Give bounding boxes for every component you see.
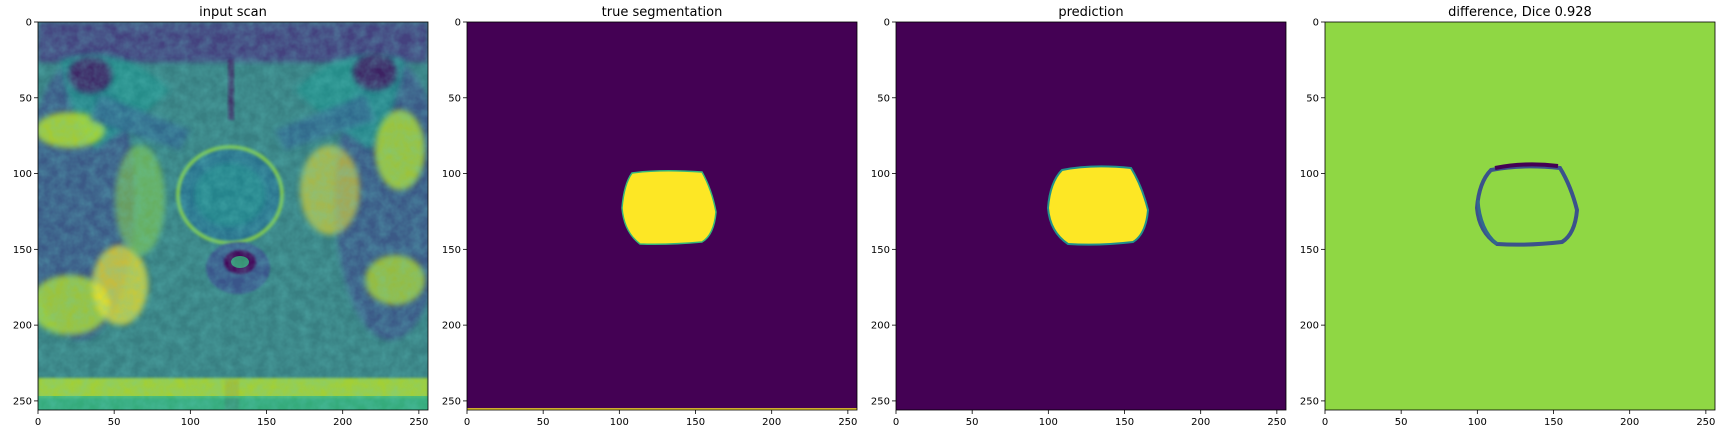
axes-frame [37,21,429,411]
y-axis-ticks: 0 50 100 150 200 250 [1300,18,1325,407]
y-tick-label: 50 [19,93,32,104]
difference-image [1325,22,1715,410]
y-axis-ticks: 0 50 100 150 200 250 [13,18,38,407]
y-tick-label: 200 [442,321,461,332]
x-tick-label: 150 [1544,417,1563,428]
x-tick-label: 100 [1468,417,1487,428]
mask-image [467,22,857,410]
x-tick-label: 150 [686,417,705,428]
y-tick-label: 200 [1300,321,1319,332]
y-tick-label: 200 [13,321,32,332]
x-tick-label: 200 [1620,417,1639,428]
x-tick-label: 50 [966,417,979,428]
mri-image [38,22,428,410]
x-tick-label: 150 [1115,417,1134,428]
x-tick-label: 100 [181,417,200,428]
x-tick-label: 200 [1191,417,1210,428]
y-tick-label: 150 [1300,245,1319,256]
panel-prediction: prediction 0 50 100 150 200 250 0 50 100 150 200 2… [871,5,1287,428]
y-tick-label: 100 [13,169,32,180]
panel-title: difference, Dice 0.928 [1448,5,1592,20]
mask-image [896,22,1286,410]
x-tick-label: 100 [610,417,629,428]
panel-difference: difference, Dice 0.928 0 50 100 150 200 250 0… [1300,5,1716,428]
x-tick-label: 50 [1395,417,1408,428]
x-axis-ticks: 0 50 100 150 200 250 [464,410,857,428]
x-tick-label: 200 [762,417,781,428]
x-tick-label: 250 [1696,417,1715,428]
x-tick-label: 50 [108,417,121,428]
y-tick-label: 250 [442,396,461,407]
y-tick-label: 250 [871,396,890,407]
y-tick-label: 100 [871,169,890,180]
y-tick-label: 0 [1313,18,1319,29]
y-tick-label: 150 [13,245,32,256]
axes-frame [1324,21,1716,411]
y-tick-label: 200 [871,321,890,332]
x-tick-label: 100 [1039,417,1058,428]
x-tick-label: 200 [333,417,352,428]
y-tick-label: 50 [448,93,461,104]
y-tick-label: 100 [442,169,461,180]
segmentation-region [621,169,717,245]
y-tick-label: 150 [442,245,461,256]
x-axis-ticks: 0 50 100 150 200 250 [893,410,1286,428]
difference-outline [1474,164,1580,247]
x-axis-ticks: 0 50 100 150 200 250 [35,410,428,428]
x-tick-label: 250 [838,417,857,428]
x-tick-label: 0 [464,417,470,428]
x-tick-label: 250 [1267,417,1286,428]
prediction-region [1046,165,1150,246]
y-tick-label: 50 [1306,93,1319,104]
panel-title: input scan [199,5,267,20]
x-tick-label: 0 [893,417,899,428]
panel-title: true segmentation [602,5,723,20]
x-axis-ticks: 0 50 100 150 200 250 [1322,410,1715,428]
y-tick-label: 50 [877,93,890,104]
y-tick-label: 0 [455,18,461,29]
panel-title: prediction [1058,5,1123,20]
y-tick-label: 150 [871,245,890,256]
axes-frame [895,21,1287,411]
x-tick-label: 250 [409,417,428,428]
panel-true-segmentation: true segmentation 0 50 100 150 200 250 0 50 100… [442,5,858,428]
y-tick-label: 250 [1300,396,1319,407]
y-axis-ticks: 0 50 100 150 200 250 [442,18,467,407]
y-tick-label: 100 [1300,169,1319,180]
y-tick-label: 0 [26,18,32,29]
y-axis-ticks: 0 50 100 150 200 250 [871,18,896,407]
y-tick-label: 0 [884,18,890,29]
y-tick-label: 250 [13,396,32,407]
x-tick-label: 50 [537,417,550,428]
x-tick-label: 0 [1322,417,1328,428]
x-tick-label: 0 [35,417,41,428]
axes-frame [466,21,858,411]
x-tick-label: 150 [257,417,276,428]
panel-input-scan: input scan [13,5,429,428]
